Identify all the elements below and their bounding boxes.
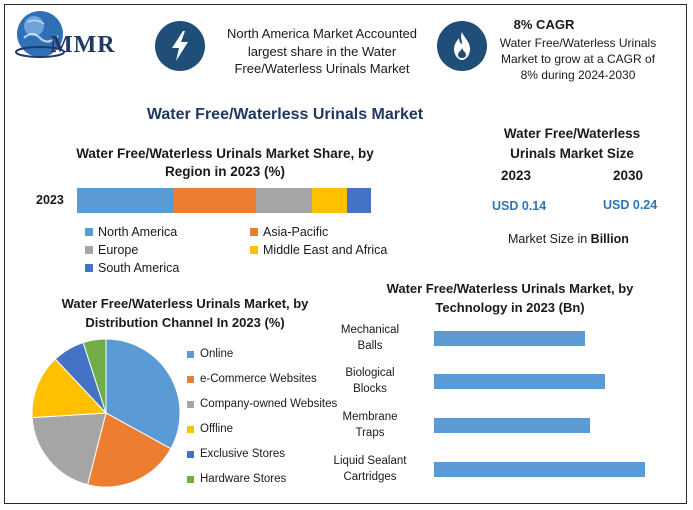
market-size-note: Market Size in Billion: [508, 232, 629, 246]
legend-label: North America: [98, 225, 178, 239]
technology-label-line: Biological: [345, 367, 395, 379]
technology-label-line: Liquid Sealant: [333, 455, 407, 467]
technology-label-line: Membrane: [342, 411, 398, 423]
region-bar-segment: [256, 188, 313, 213]
legend-asia-pacific: Asia-Pacific: [250, 225, 328, 239]
pie-slice: [31, 358, 108, 419]
pie-slice: [105, 338, 181, 450]
market-size-title: Water Free/Waterless Urinals Market Size: [503, 126, 641, 161]
cagr-text: Water Free/Waterless Urinals Market to g…: [499, 36, 657, 82]
technology-label-line: Traps: [355, 427, 385, 439]
main-title: Water Free/Waterless Urinals Market: [146, 106, 424, 123]
technology-bar: [434, 374, 605, 389]
logo-text: MMR: [50, 32, 116, 58]
distribution-legend-item: Company-owned Websites: [187, 398, 337, 410]
region-bar-segment: [347, 188, 371, 213]
technology-bar: [434, 331, 585, 346]
legend-swatch: [250, 246, 258, 254]
legend-label: Exclusive Stores: [200, 448, 286, 460]
legend-swatch: [250, 228, 258, 236]
market-size-note-prefix: Market Size in: [508, 232, 591, 246]
legend-label: Europe: [98, 243, 139, 257]
legend-label: Hardware Stores: [200, 473, 287, 485]
market-size-year-2030: 2030: [613, 168, 644, 183]
distribution-legend-item: Offline: [187, 423, 233, 435]
technology-label-line: Balls: [357, 340, 383, 352]
legend-swatch: [187, 350, 194, 358]
flame-icon: [454, 32, 470, 60]
pie-slice: [31, 412, 107, 486]
lightning-icon: [172, 31, 188, 61]
pie-slice: [86, 412, 172, 488]
legend-mea: Middle East and Africa: [250, 243, 387, 257]
cagr-title: 8% CAGR: [513, 17, 575, 32]
legend-north-america: North America: [85, 225, 177, 239]
region-bar-segment: [312, 188, 348, 213]
legend-swatch: [187, 375, 194, 383]
legend-label: Middle East and Africa: [263, 243, 388, 257]
legend-swatch: [187, 400, 194, 408]
legend-label: Asia-Pacific: [263, 225, 329, 239]
technology-bar: [434, 418, 590, 433]
technology-category-label: Mechanical Balls: [320, 322, 420, 354]
market-size-value-2030: USD 0.24: [603, 198, 658, 212]
globe-icon: [15, 11, 65, 58]
legend-swatch: [187, 475, 194, 483]
region-bar-segment: [77, 188, 175, 213]
legend-swatch: [187, 450, 194, 458]
distribution-legend-item: Hardware Stores: [187, 473, 286, 485]
legend-label: South America: [98, 261, 180, 275]
technology-category-label: Membrane Traps: [320, 409, 420, 441]
lightning-icon-circle: [155, 21, 205, 71]
market-size-note-unit: Billion: [590, 232, 629, 246]
distribution-chart-title: Water Free/Waterless Urinals Market, by …: [61, 296, 309, 330]
technology-category-label: Liquid Sealant Cartridges: [320, 453, 420, 485]
legend-europe: Europe: [85, 243, 138, 257]
legend-swatch: [85, 246, 93, 254]
distribution-legend-item: e-Commerce Websites: [187, 373, 317, 385]
market-size-value-2023: USD 0.14: [492, 199, 547, 213]
flame-icon-circle: [437, 21, 487, 71]
legend-label: e-Commerce Websites: [200, 373, 317, 385]
technology-category-label: Biological Blocks: [320, 365, 420, 397]
legend-label: Offline: [200, 423, 234, 435]
market-size-year-2023: 2023: [501, 168, 532, 183]
technology-chart-title: Water Free/Waterless Urinals Market, by …: [386, 281, 634, 315]
technology-label-line: Mechanical: [340, 324, 400, 336]
legend-swatch: [85, 228, 93, 236]
technology-label-line: Cartridges: [343, 471, 397, 483]
distribution-legend-item: Exclusive Stores: [187, 448, 285, 460]
region-chart-title: Water Free/Waterless Urinals Market Shar…: [76, 146, 374, 179]
region-year-label: 2023: [36, 193, 64, 207]
distribution-legend-item: Online: [187, 348, 233, 360]
header-north-america-text: North America Market Accounted largest s…: [226, 26, 418, 76]
logo: MMR: [14, 8, 144, 62]
legend-swatch: [85, 264, 93, 272]
legend-swatch: [187, 425, 194, 433]
pie-slice: [82, 338, 107, 414]
region-stacked-bar: [77, 188, 371, 213]
distribution-pie-chart: [31, 338, 181, 488]
technology-label-line: Blocks: [353, 383, 387, 395]
technology-bar: [434, 462, 645, 477]
legend-label: Company-owned Websites: [200, 398, 338, 410]
legend-south-america: South America: [85, 261, 179, 275]
region-bar-segment: [174, 188, 257, 213]
legend-label: Online: [200, 348, 234, 360]
